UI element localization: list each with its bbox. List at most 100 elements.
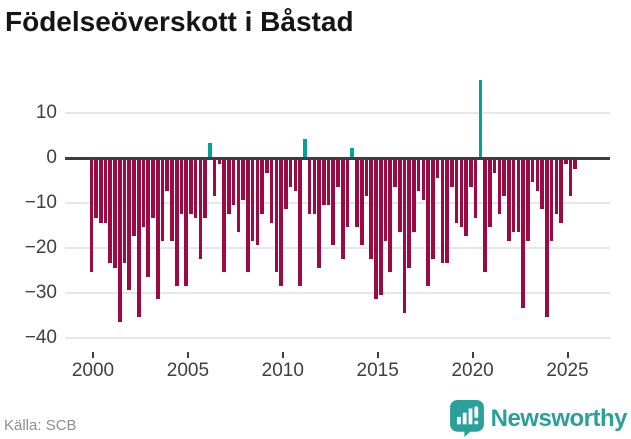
bar [459, 159, 464, 227]
zero-line [65, 157, 610, 160]
bar [307, 159, 312, 214]
bar [336, 159, 340, 187]
bar [212, 159, 217, 196]
bar [407, 159, 411, 268]
chart-title: Födelseöverskott i Båstad [5, 6, 354, 37]
logo-badge-shape [449, 400, 484, 437]
y-tick-label: −30 [24, 282, 57, 303]
bar [507, 159, 511, 241]
y-tick-label: 10 [35, 102, 57, 123]
bar [322, 159, 326, 205]
newsworthy-logo[interactable]: Newsworthy [449, 400, 628, 437]
gridline [65, 247, 610, 249]
bar [450, 159, 454, 187]
bar [388, 159, 393, 272]
bar [231, 159, 236, 205]
bar [246, 159, 250, 272]
x-tick-label: 2020 [451, 360, 494, 381]
bar [222, 159, 226, 272]
bar [530, 159, 535, 182]
bar [217, 159, 222, 164]
bar [265, 159, 269, 173]
x-tick-label: 2025 [546, 360, 589, 381]
x-tick-mark [92, 352, 94, 358]
gridline [65, 337, 610, 339]
bar [440, 159, 445, 263]
bar [279, 159, 283, 286]
bar [516, 159, 521, 232]
bar [454, 159, 459, 223]
bar [227, 159, 231, 214]
bar [312, 159, 317, 214]
y-tick-label: −20 [24, 237, 57, 258]
bar [378, 159, 383, 295]
bar [160, 159, 165, 241]
plot-area [65, 75, 610, 347]
bar [250, 159, 255, 241]
bar [184, 159, 188, 286]
bar [94, 159, 98, 218]
bar [374, 159, 378, 299]
bar [260, 159, 264, 214]
y-tick-label: 0 [46, 147, 57, 168]
bar [511, 159, 516, 232]
newsworthy-logo-icon [449, 400, 484, 437]
bar [359, 159, 364, 245]
bar [364, 159, 369, 196]
bar [416, 159, 421, 191]
bar [426, 159, 430, 286]
bar [255, 159, 260, 245]
bar [435, 159, 440, 178]
bar [98, 159, 103, 223]
bar [193, 159, 198, 218]
bar [383, 159, 388, 241]
bar [274, 159, 279, 272]
bar [535, 159, 540, 191]
gridline [65, 202, 610, 204]
y-tick-label: −10 [24, 192, 57, 213]
bar [103, 159, 108, 223]
bar [198, 159, 203, 259]
bar [488, 159, 492, 227]
bar [521, 159, 525, 308]
bar [189, 159, 193, 214]
bar [89, 159, 94, 272]
bar [122, 159, 127, 263]
x-tick-label: 2015 [356, 360, 399, 381]
bar [117, 159, 122, 322]
bar [473, 159, 478, 218]
source-caption: Källa: SCB [4, 417, 77, 434]
x-tick-mark [566, 352, 569, 358]
bar [568, 159, 573, 196]
bar [170, 159, 174, 241]
bar [492, 159, 497, 173]
bar [549, 159, 554, 241]
bar [317, 159, 321, 268]
bar [540, 159, 544, 209]
bar [155, 159, 160, 299]
bar [141, 159, 146, 227]
newsworthy-wordmark: Newsworthy [490, 404, 628, 432]
bar [526, 159, 530, 241]
bar [421, 159, 426, 200]
bar [127, 159, 132, 290]
bar [165, 159, 169, 191]
x-tick-mark [281, 352, 284, 358]
bar [298, 159, 302, 286]
bar [402, 159, 407, 313]
bar [108, 159, 113, 263]
bar [478, 80, 483, 157]
y-tick-label: −40 [24, 327, 57, 348]
bar [554, 159, 559, 214]
bar [136, 159, 141, 317]
bar [350, 147, 355, 157]
bar [284, 159, 288, 209]
x-tick-mark [376, 352, 379, 358]
bar [397, 159, 402, 232]
bar [146, 159, 151, 277]
x-tick-label: 2000 [71, 360, 115, 381]
gridline [65, 112, 610, 114]
bar [269, 159, 274, 223]
bar [355, 159, 359, 227]
